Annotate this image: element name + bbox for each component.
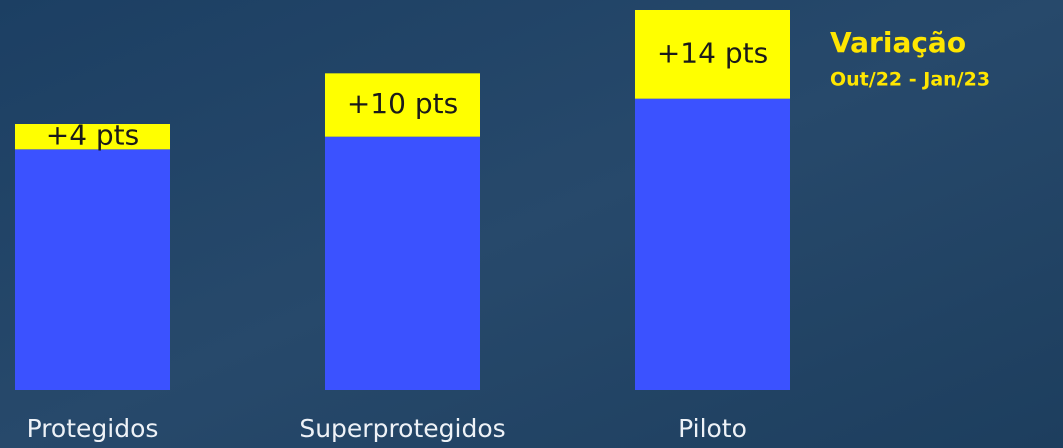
bar-segment bbox=[15, 149, 170, 390]
chart-subtitle: Out/22 - Jan/23 bbox=[830, 69, 990, 91]
chart: Variação Out/22 - Jan/23 +4 pts Protegido… bbox=[0, 0, 1063, 448]
x-tick-label: Superprotegidos bbox=[299, 414, 505, 443]
data-label: +4 pts bbox=[46, 119, 140, 152]
chart-title: Variação bbox=[830, 26, 966, 59]
bar-segment bbox=[635, 99, 790, 390]
data-label: +14 pts bbox=[657, 36, 768, 69]
bar-segment bbox=[325, 137, 480, 390]
x-tick-label: Protegidos bbox=[27, 414, 159, 443]
data-label: +10 pts bbox=[347, 87, 458, 120]
x-tick-label: Piloto bbox=[678, 414, 747, 443]
page: Variação Out/22 - Jan/23 +4 pts Protegido… bbox=[0, 0, 1063, 448]
